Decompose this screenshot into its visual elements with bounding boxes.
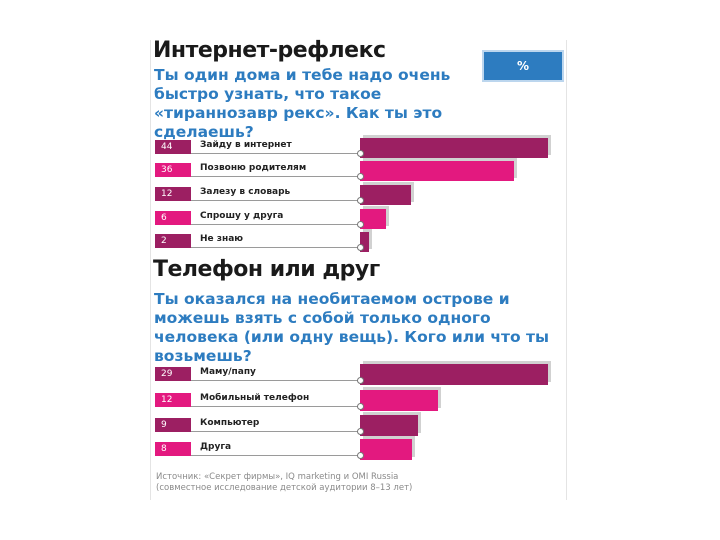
connector-dot <box>357 221 364 228</box>
bar <box>360 415 419 436</box>
category-label: Мобильный телефон <box>200 392 310 403</box>
value-label: 36 <box>155 163 191 177</box>
value-label: 12 <box>155 392 191 407</box>
connector-line <box>155 176 360 177</box>
chart-title: Интернет-рефлекс <box>153 38 386 63</box>
connector-line <box>155 153 360 154</box>
value-label: 29 <box>155 366 191 381</box>
connector-dot <box>357 427 364 435</box>
bar <box>360 439 412 460</box>
connector-line <box>155 224 360 225</box>
value-label: 6 <box>155 211 191 225</box>
chart-subtitle: Ты оказался на необитаемом острове и мож… <box>154 290 550 365</box>
chart-subtitle: Ты один дома и тебе надо очень быстро уз… <box>154 66 451 141</box>
value-label: 2 <box>155 234 191 248</box>
connector-dot <box>357 451 364 459</box>
category-label: Маму/папу <box>200 366 256 377</box>
category-label: Друга <box>200 441 232 452</box>
category-label: Позвоню родителям <box>200 163 307 173</box>
connector-dot <box>357 376 364 384</box>
value-label: 9 <box>155 417 191 432</box>
frame-line <box>566 40 567 500</box>
bar <box>360 209 386 229</box>
bar <box>360 232 369 252</box>
connector-dot <box>357 244 364 251</box>
connector-line <box>155 405 360 407</box>
source: Источник: «Секрет фирмы», IQ marketing и… <box>156 472 399 482</box>
bar <box>360 390 438 411</box>
connector-dot <box>357 402 364 410</box>
connector-dot <box>357 173 364 180</box>
bar <box>360 185 412 205</box>
category-label: Не знаю <box>200 234 244 244</box>
value-label: 44 <box>155 140 191 154</box>
connector-line <box>155 379 360 381</box>
connector-line <box>155 430 360 432</box>
frame-line <box>150 40 151 500</box>
value-label: 8 <box>155 441 191 456</box>
connector-dot <box>357 150 364 157</box>
connector-line <box>155 454 360 456</box>
connector-line <box>155 247 360 248</box>
source: (совместное исследование детской аудитор… <box>156 483 413 493</box>
chart-title: Телефон или друг <box>153 257 380 282</box>
connector-dot <box>357 197 364 204</box>
category-label: Зайду в интернет <box>200 140 292 150</box>
category-label: Компьютер <box>200 417 260 428</box>
badge: % ОТВЕТОВ <box>482 50 564 101</box>
bar <box>360 161 514 181</box>
category-label: Залезу в словарь <box>200 187 291 197</box>
category-label: Спрошу у друга <box>200 211 284 221</box>
connector-line <box>155 200 360 201</box>
value-label: 12 <box>155 187 191 201</box>
bar <box>360 364 548 385</box>
bar <box>360 138 548 158</box>
